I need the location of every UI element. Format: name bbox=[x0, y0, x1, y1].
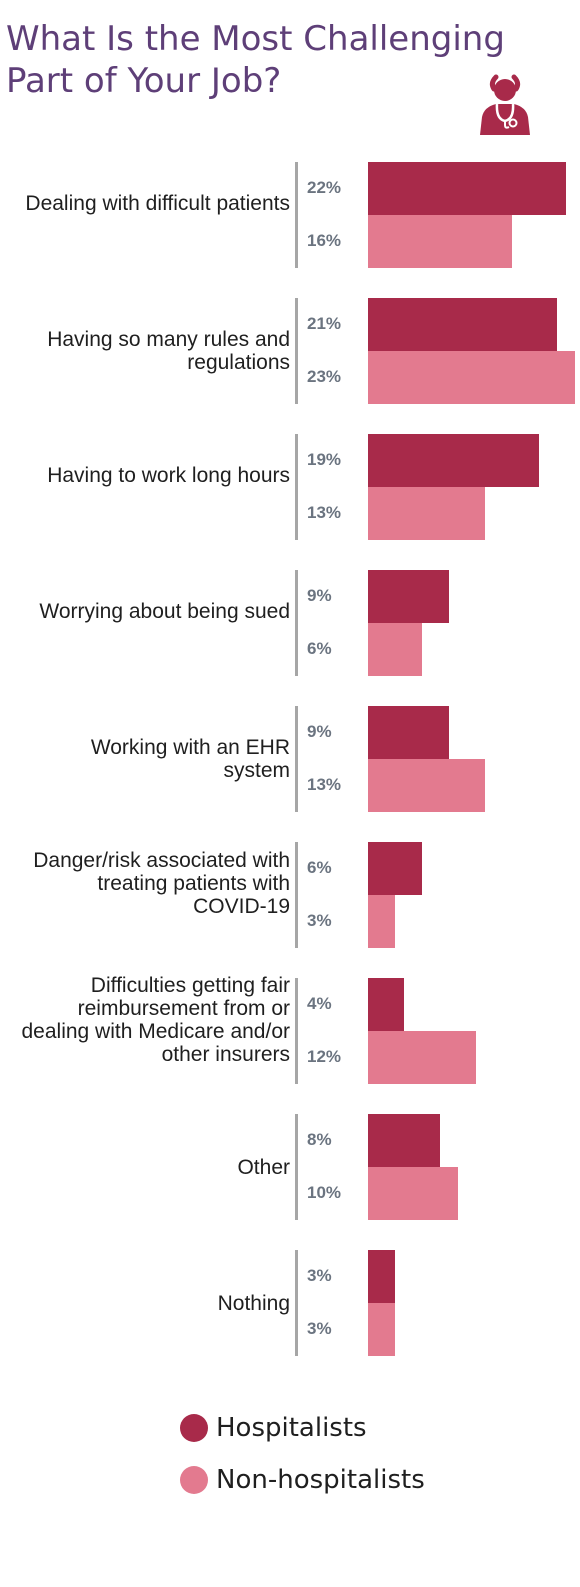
bar-hospitalists bbox=[368, 842, 422, 895]
category-bracket bbox=[295, 162, 298, 268]
category-label: Nothing bbox=[217, 1291, 290, 1315]
bar-hospitalists bbox=[368, 706, 449, 759]
legend-label-hospitalists: Hospitalists bbox=[216, 1413, 367, 1443]
data-label: 23% bbox=[307, 367, 342, 386]
legend-swatch-non-hospitalists bbox=[180, 1466, 208, 1494]
bar-non-hospitalists bbox=[368, 1303, 395, 1356]
data-label: 12% bbox=[307, 1047, 342, 1066]
data-label: 4% bbox=[307, 994, 332, 1013]
category-label: Worrying about being sued bbox=[39, 600, 290, 623]
data-label: 13% bbox=[307, 503, 342, 522]
bar-non-hospitalists bbox=[368, 351, 575, 404]
data-label: 6% bbox=[307, 858, 332, 877]
category-bracket bbox=[295, 1250, 298, 1356]
bar-non-hospitalists bbox=[368, 759, 485, 812]
data-label: 3% bbox=[307, 911, 332, 930]
bar-non-hospitalists bbox=[368, 1167, 458, 1220]
bar-non-hospitalists bbox=[368, 487, 485, 540]
bar-non-hospitalists bbox=[368, 623, 422, 676]
data-label: 9% bbox=[307, 722, 332, 741]
bar-non-hospitalists bbox=[368, 1031, 476, 1084]
bar-hospitalists bbox=[368, 1114, 440, 1167]
bar-hospitalists bbox=[368, 162, 566, 215]
legend: Hospitalists Non-hospitalists bbox=[180, 1408, 425, 1512]
data-label: 19% bbox=[307, 450, 342, 469]
bar-hospitalists bbox=[368, 1250, 395, 1303]
chart-title: What Is the Most Challenging Part of You… bbox=[6, 19, 505, 101]
category-label: Other bbox=[237, 1155, 290, 1179]
category-bracket bbox=[295, 842, 298, 948]
data-label: 22% bbox=[307, 178, 342, 197]
legend-swatch-hospitalists bbox=[180, 1414, 208, 1442]
category-label: Dealing with difficult patients bbox=[25, 192, 290, 215]
category-bracket bbox=[295, 706, 298, 812]
data-label: 6% bbox=[307, 639, 332, 658]
category-bracket bbox=[295, 1114, 298, 1220]
data-label: 9% bbox=[307, 586, 332, 605]
bar-hospitalists bbox=[368, 978, 404, 1031]
bar-hospitalists bbox=[368, 570, 449, 623]
legend-item-hospitalists: Hospitalists bbox=[180, 1408, 425, 1448]
category-bracket bbox=[295, 434, 298, 540]
legend-item-non-hospitalists: Non-hospitalists bbox=[180, 1460, 425, 1500]
data-label: 13% bbox=[307, 775, 342, 794]
legend-label-non-hospitalists: Non-hospitalists bbox=[216, 1465, 425, 1495]
data-label: 21% bbox=[307, 314, 342, 333]
data-label: 3% bbox=[307, 1319, 332, 1338]
data-label: 8% bbox=[307, 1130, 332, 1149]
bar-hospitalists bbox=[368, 434, 539, 487]
category-label: Difficulties getting fair reimbursement … bbox=[21, 973, 291, 1066]
doctor-stethoscope-icon bbox=[480, 74, 530, 135]
category-bracket bbox=[295, 570, 298, 676]
data-label: 16% bbox=[307, 231, 342, 250]
data-label: 3% bbox=[307, 1266, 332, 1285]
category-bracket bbox=[295, 298, 298, 404]
data-label: 10% bbox=[307, 1183, 342, 1202]
category-label: Danger/risk associated with treating pat… bbox=[33, 849, 290, 918]
bar-non-hospitalists bbox=[368, 215, 512, 268]
bar-hospitalists bbox=[368, 298, 557, 351]
category-label: Having so many rules and regulations bbox=[47, 328, 290, 374]
bar-non-hospitalists bbox=[368, 895, 395, 948]
category-bracket bbox=[295, 978, 298, 1084]
bar-chart: Dealing with difficult patients 22% 16% Hav… bbox=[0, 150, 580, 1370]
category-label: Working with an EHR system bbox=[90, 736, 290, 782]
category-label: Having to work long hours bbox=[47, 464, 290, 487]
